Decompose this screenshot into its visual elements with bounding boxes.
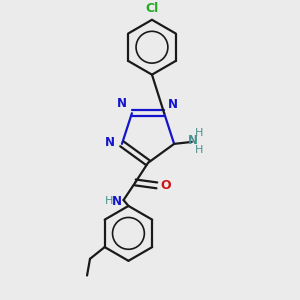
- Text: N: N: [105, 136, 115, 149]
- Text: O: O: [161, 179, 171, 192]
- Text: Cl: Cl: [145, 2, 159, 15]
- Text: H: H: [104, 196, 113, 206]
- Text: N: N: [112, 194, 122, 208]
- Text: H: H: [195, 145, 203, 155]
- Text: N: N: [117, 97, 127, 110]
- Text: N: N: [188, 134, 198, 147]
- Text: H: H: [195, 128, 203, 138]
- Text: N: N: [168, 98, 178, 111]
